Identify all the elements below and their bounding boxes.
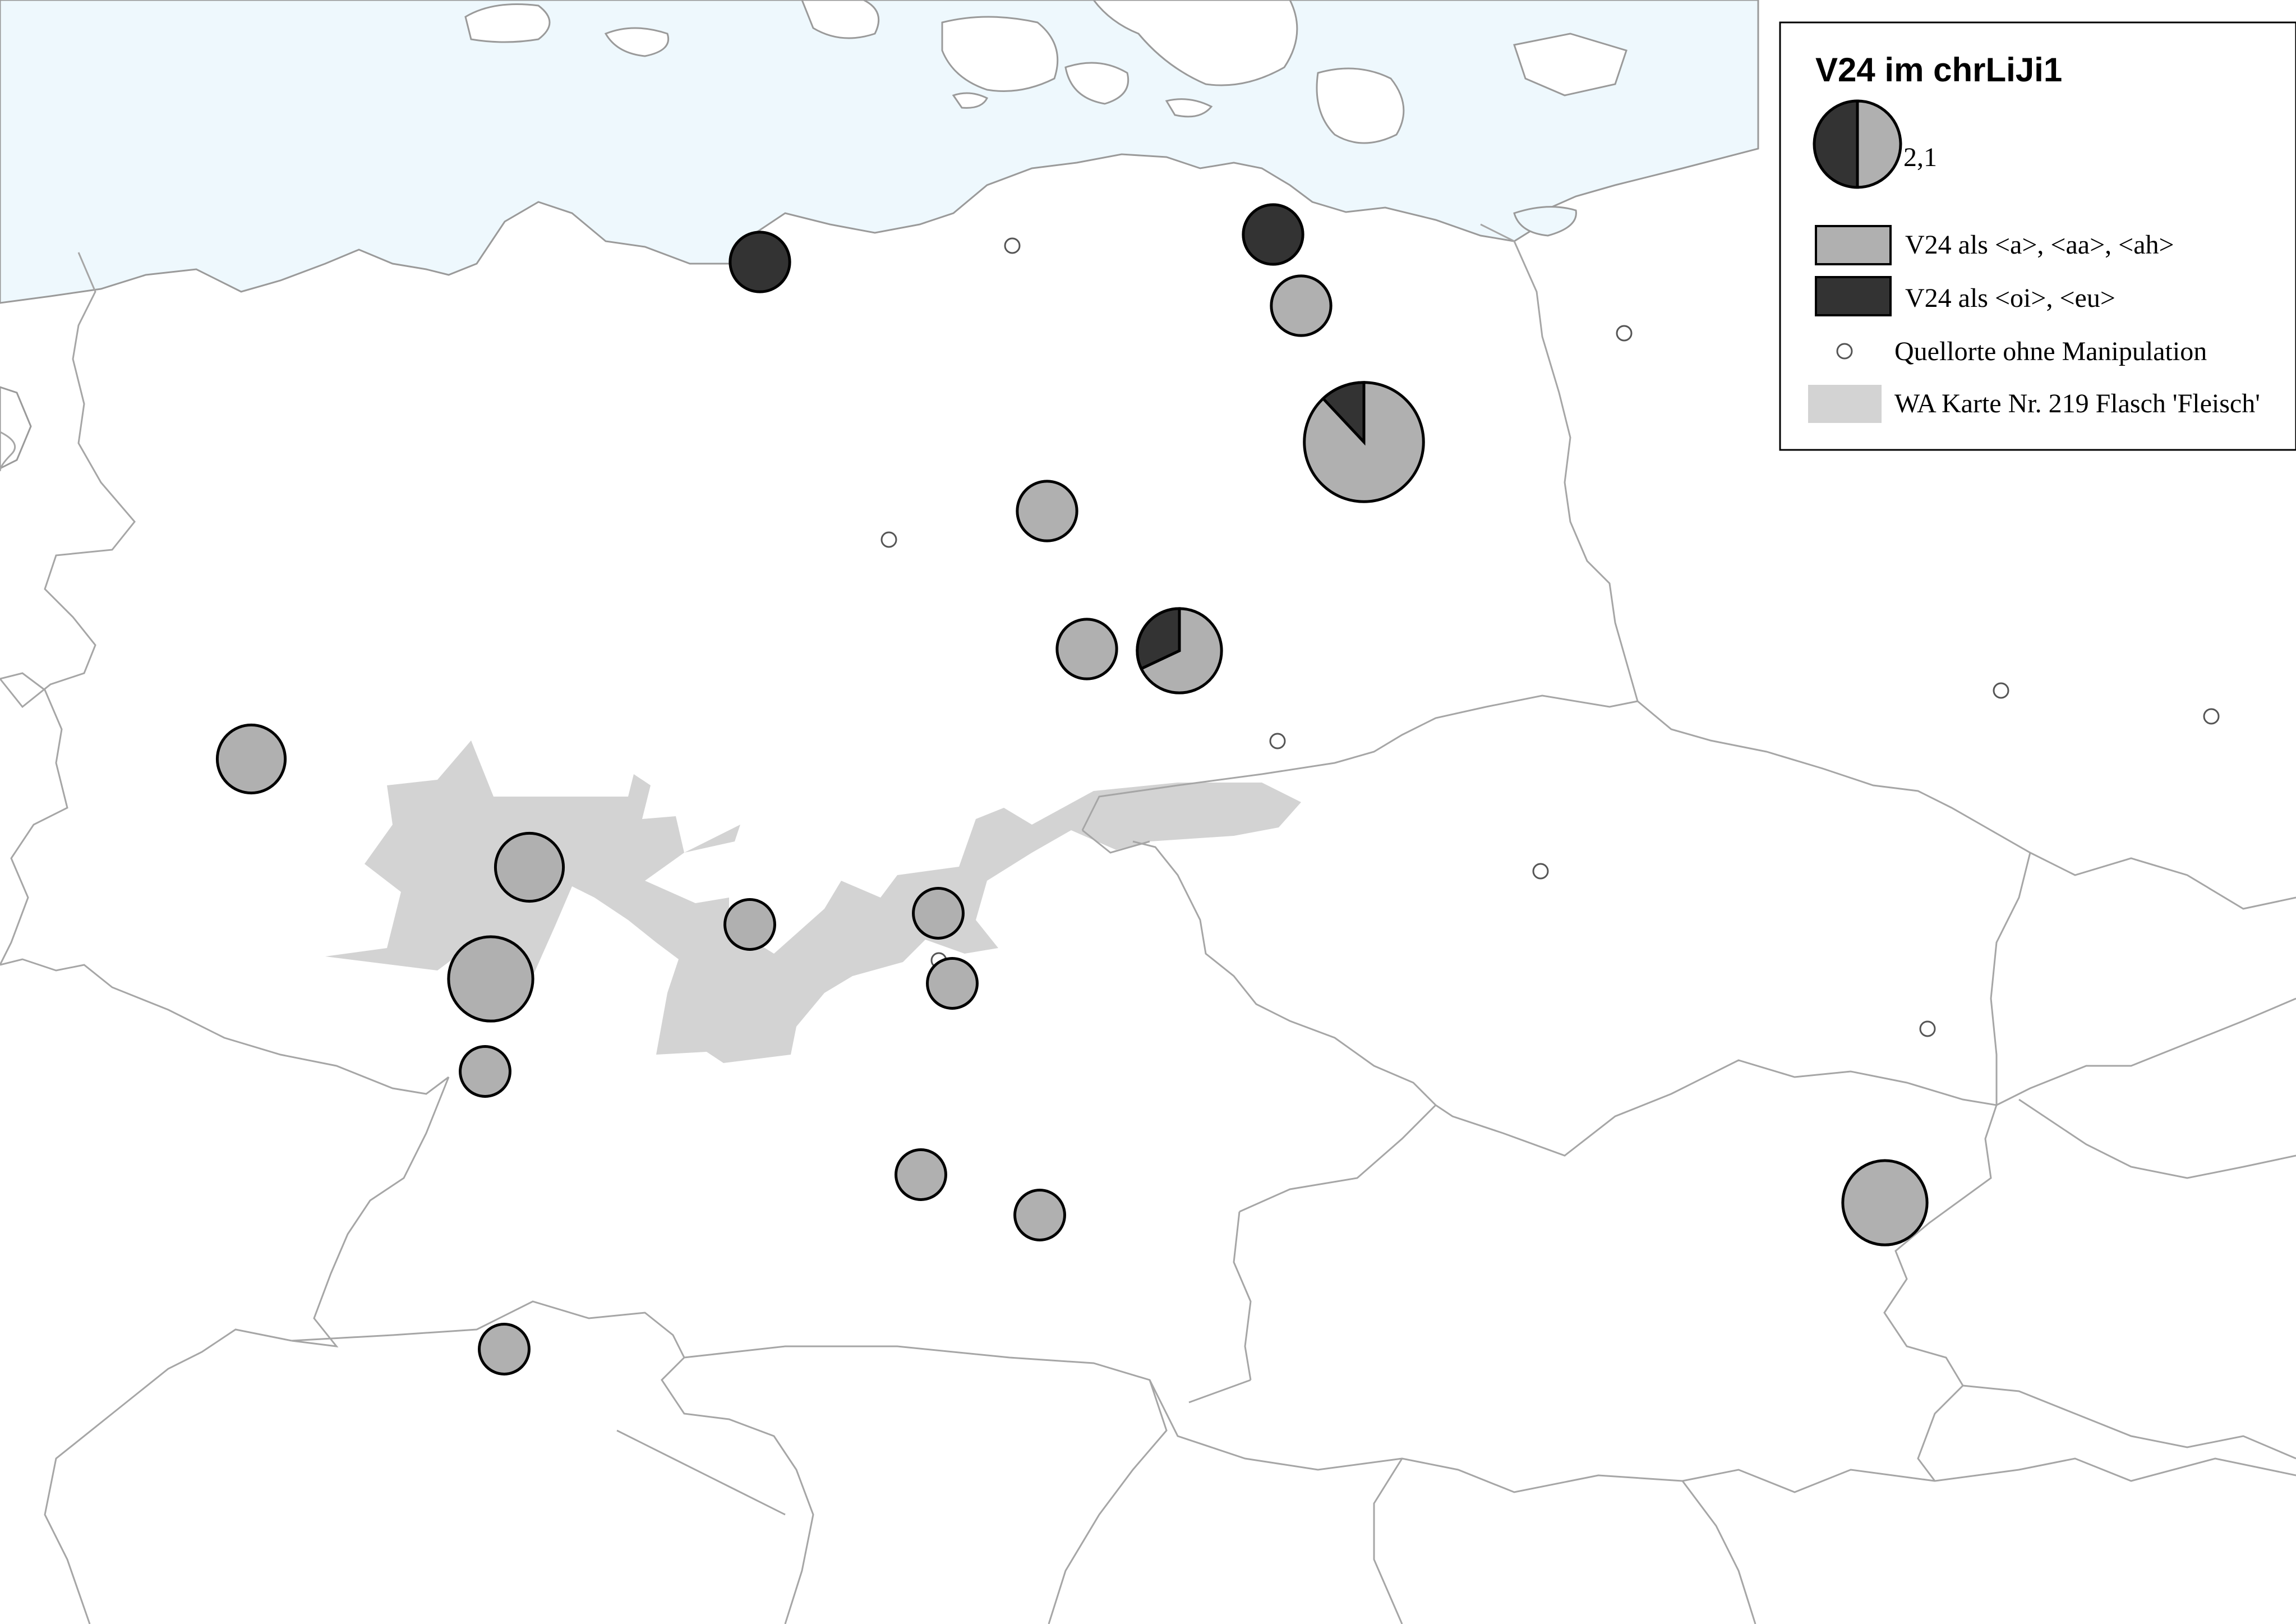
pie-swabia-1-circle [896, 1150, 946, 1200]
source-point [1270, 734, 1285, 748]
legend-item-label: V24 als <a>, <aa>, <ah> [1905, 230, 2174, 260]
pie-rhine-2 [449, 937, 533, 1021]
pie-franconia-2 [928, 959, 978, 1009]
pie-stettin [1243, 205, 1303, 264]
pie-west-1-circle [217, 725, 285, 793]
legend-size-symbol [1814, 101, 1901, 187]
pie-vienna-circle [1843, 1161, 1927, 1245]
pie-rhine-1 [495, 833, 563, 901]
pie-central-1 [1017, 481, 1077, 541]
pie-franconia-2-circle [928, 959, 978, 1009]
source-point [1617, 326, 1631, 341]
pie-switzerland [480, 1324, 529, 1374]
legend-item-label: WA Karte Nr. 219 Flasch 'Fleisch' [1894, 389, 2260, 418]
source-point [2204, 709, 2219, 724]
source-point [1920, 1022, 1935, 1036]
pie-rhine-3-circle [460, 1047, 510, 1097]
legend: V24 im chrLiJi1 2,1 V24 als <a>, <aa>, <… [1780, 22, 2296, 450]
pie-central-2 [1057, 619, 1117, 679]
gray-swatch [1816, 226, 1891, 264]
source-point [1533, 864, 1548, 878]
pie-central-mixed [1137, 609, 1221, 693]
pie-rhine-1-circle [495, 833, 563, 901]
pie-bremen-circle [730, 232, 790, 292]
pie-swabia-2-circle [1015, 1190, 1065, 1240]
pie-switzerland-circle [480, 1324, 529, 1374]
legend-title: V24 im chrLiJi1 [1815, 51, 2062, 89]
legend-item-label: Quellorte ohne Manipulation [1894, 337, 2207, 366]
source-point [1005, 238, 1020, 253]
pie-franconia-1 [914, 889, 963, 938]
source-point [1994, 683, 2008, 698]
pie-north-east-2 [1271, 276, 1331, 335]
island-frisian-1 [465, 4, 550, 43]
pie-hesse-circle [725, 900, 775, 950]
dark-swatch [1816, 277, 1891, 315]
pie-hesse [725, 900, 775, 950]
pie-berlin-large [1304, 383, 1424, 502]
pie-bremen [730, 232, 790, 292]
pie-franconia-1-circle [914, 889, 963, 938]
pie-west-1 [217, 725, 285, 793]
pie-central-1-circle [1017, 481, 1077, 541]
area-swatch [1808, 385, 1882, 423]
pie-vienna [1843, 1161, 1927, 1245]
legend-size-label: 2,1 [1903, 142, 1937, 172]
pie-rhine-3 [460, 1047, 510, 1097]
small-circle-icon [1837, 344, 1852, 358]
legend-item-label: V24 als <oi>, <eu> [1905, 283, 2115, 313]
pie-swabia-1 [896, 1150, 946, 1200]
pie-central-2-circle [1057, 619, 1117, 679]
pie-north-east-2-circle [1271, 276, 1331, 335]
pie-stettin-circle [1243, 205, 1303, 264]
pie-swabia-2 [1015, 1190, 1065, 1240]
pie-rhine-2-circle [449, 937, 533, 1021]
source-point [882, 532, 896, 547]
